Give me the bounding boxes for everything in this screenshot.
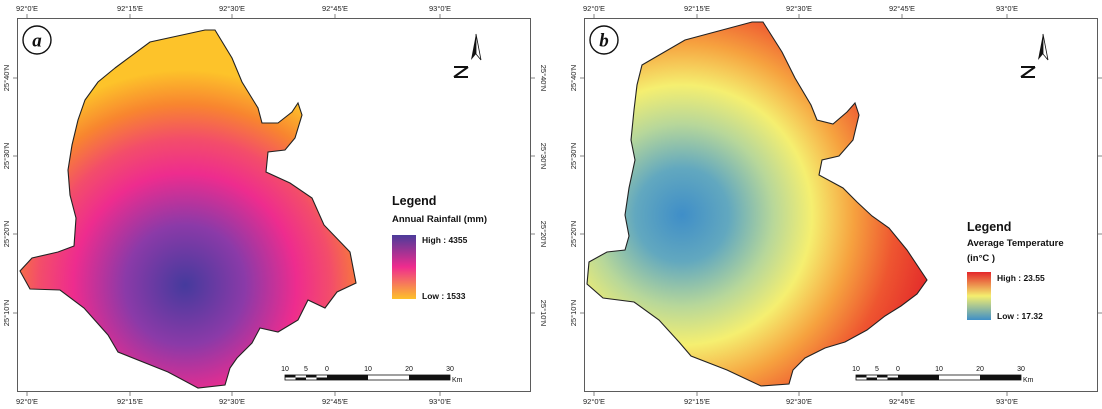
y-tick-right-4: 25°10'N bbox=[539, 300, 548, 327]
x-tick-top-3: 92°30'E bbox=[786, 4, 812, 13]
y-tick-left-3: 25°20'N bbox=[2, 221, 11, 248]
scale-unit: Km bbox=[452, 377, 463, 384]
x-tick-bottom-5: 93°0'E bbox=[429, 397, 451, 406]
legend-colorbar bbox=[967, 272, 991, 320]
x-tick-top-3: 92°30'E bbox=[219, 4, 245, 13]
y-tick-left-2: 25°30'N bbox=[569, 143, 578, 170]
x-tick-bottom-4: 92°45'E bbox=[322, 397, 348, 406]
legend-colorbar bbox=[392, 235, 416, 299]
y-tick-left-3: 25°20'N bbox=[569, 221, 578, 248]
scale-bar-b: 10 5 0 10 20 30 Km bbox=[852, 366, 1034, 384]
svg-text:b: b bbox=[599, 31, 609, 52]
scale-tick-6: 30 bbox=[446, 366, 454, 373]
legend-low: Low : 1533 bbox=[422, 291, 466, 301]
scale-tick-2: 5 bbox=[875, 366, 879, 373]
x-tick-top-4: 92°45'E bbox=[889, 4, 915, 13]
x-tick-top-2: 92°15'E bbox=[117, 4, 143, 13]
legend-subtitle-2: (in°C ) bbox=[967, 253, 995, 264]
x-tick-bottom-2: 92°15'E bbox=[117, 397, 143, 406]
x-tick-bottom-1: 92°0'E bbox=[583, 397, 605, 406]
legend-high: High : 23.55 bbox=[997, 273, 1045, 283]
scale-tick-5: 20 bbox=[405, 366, 413, 373]
y-tick-right-3: 25°20'N bbox=[539, 221, 548, 248]
map-b-canvas: 92°0'E 92°15'E 92°30'E 92°45'E 93°0'E 92… bbox=[569, 4, 1102, 406]
scale-tick-1: 10 bbox=[281, 366, 289, 373]
y-tick-left-1: 25°40'N bbox=[2, 65, 11, 92]
scale-tick-4: 10 bbox=[935, 366, 943, 373]
north-arrow-icon bbox=[453, 33, 482, 78]
y-tick-left-2: 25°30'N bbox=[2, 143, 11, 170]
map-panel-a: 92°0'E 92°15'E 92°30'E 92°45'E 93°0'E 92… bbox=[2, 4, 548, 406]
x-tick-bottom-1: 92°0'E bbox=[16, 397, 38, 406]
panel-label-b: b bbox=[589, 25, 619, 55]
scale-tick-3: 0 bbox=[325, 366, 329, 373]
svg-text:a: a bbox=[32, 31, 42, 52]
scale-tick-6: 30 bbox=[1017, 366, 1025, 373]
legend-title: Legend bbox=[967, 220, 1011, 234]
scale-unit: Km bbox=[1023, 377, 1034, 384]
y-tick-right-2: 25°30'N bbox=[539, 143, 548, 170]
x-tick-bottom-5: 93°0'E bbox=[996, 397, 1018, 406]
legend-high: High : 4355 bbox=[422, 235, 468, 245]
scale-tick-4: 10 bbox=[364, 366, 372, 373]
x-tick-bottom-2: 92°15'E bbox=[684, 397, 710, 406]
north-arrow-icon bbox=[1020, 33, 1049, 78]
y-tick-left-4: 25°10'N bbox=[569, 300, 578, 327]
legend-title: Legend bbox=[392, 194, 436, 208]
y-tick-right-1: 25°40'N bbox=[539, 65, 548, 92]
scale-tick-2: 5 bbox=[304, 366, 308, 373]
x-tick-top-2: 92°15'E bbox=[684, 4, 710, 13]
legend-a: Legend Annual Rainfall (mm) High : 4355 … bbox=[392, 194, 487, 301]
y-tick-left-4: 25°10'N bbox=[2, 300, 11, 327]
map-a-canvas: 92°0'E 92°15'E 92°30'E 92°45'E 93°0'E 92… bbox=[2, 4, 548, 406]
scale-bar-a: 10 5 0 10 20 30 Km bbox=[281, 366, 463, 384]
legend-b: Legend Average Temperature (in°C ) High … bbox=[967, 220, 1064, 321]
panel-label-a: a bbox=[22, 25, 52, 55]
x-tick-top-1: 92°0'E bbox=[16, 4, 38, 13]
y-tick-left-1: 25°40'N bbox=[569, 65, 578, 92]
x-tick-top-1: 92°0'E bbox=[583, 4, 605, 13]
scale-tick-5: 20 bbox=[976, 366, 984, 373]
scale-tick-1: 10 bbox=[852, 366, 860, 373]
legend-subtitle-1: Average Temperature bbox=[967, 238, 1064, 249]
legend-subtitle-1: Annual Rainfall (mm) bbox=[392, 214, 487, 225]
scale-tick-3: 0 bbox=[896, 366, 900, 373]
x-tick-top-5: 93°0'E bbox=[429, 4, 451, 13]
map-panel-b: 92°0'E 92°15'E 92°30'E 92°45'E 93°0'E 92… bbox=[567, 0, 1102, 409]
x-tick-top-4: 92°45'E bbox=[322, 4, 348, 13]
x-tick-bottom-3: 92°30'E bbox=[219, 397, 245, 406]
x-tick-bottom-3: 92°30'E bbox=[786, 397, 812, 406]
x-tick-top-5: 93°0'E bbox=[996, 4, 1018, 13]
x-tick-bottom-4: 92°45'E bbox=[889, 397, 915, 406]
legend-low: Low : 17.32 bbox=[997, 311, 1043, 321]
